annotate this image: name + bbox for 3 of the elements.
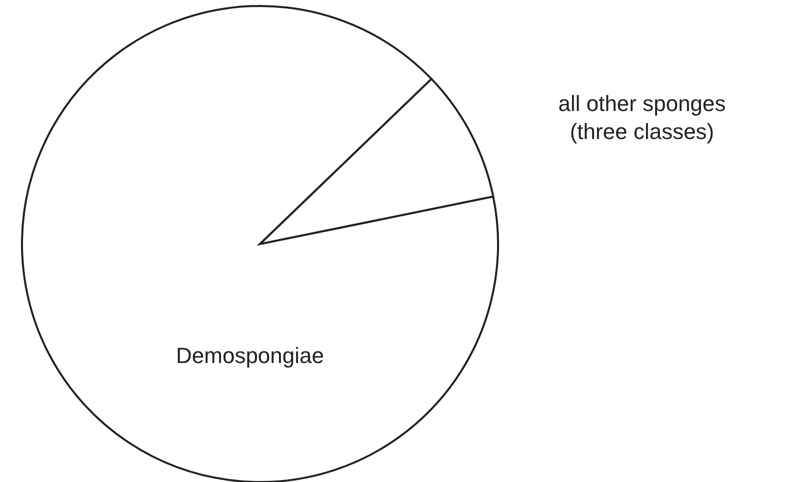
- pie-slice: [259, 78, 494, 245]
- slice-label: all other sponges (three classes): [558, 91, 726, 144]
- slice-label: Demospongiae: [176, 343, 324, 368]
